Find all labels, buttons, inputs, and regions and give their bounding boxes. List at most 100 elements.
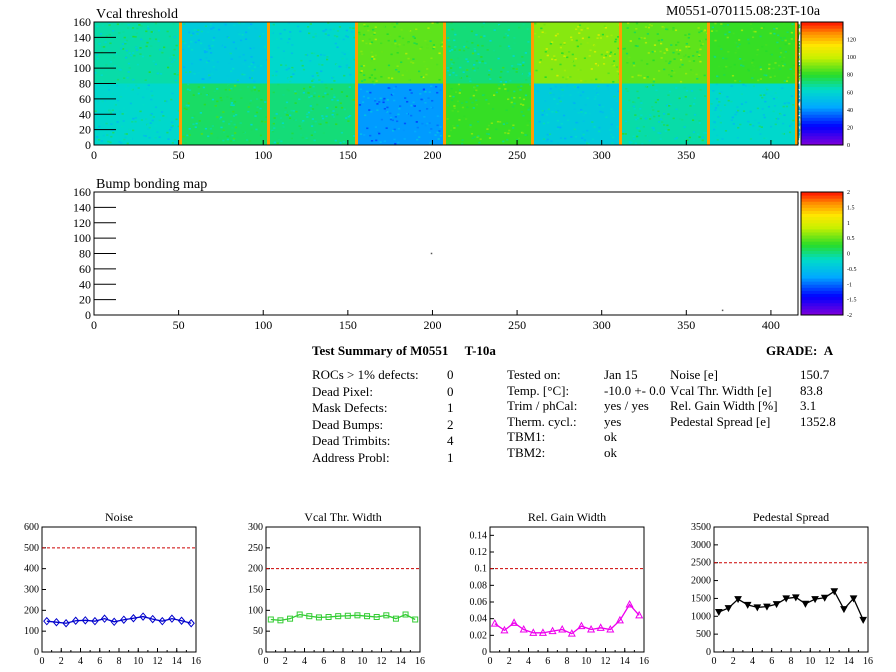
roc-pixel [483,94,486,96]
roc-pixel [690,101,693,104]
y-tick-label: 120 [73,216,91,230]
roc-pixel [488,69,491,72]
roc-pixel [185,108,188,111]
roc-pixel [406,100,409,103]
palette-cell [801,308,843,313]
roc-pixel [132,129,135,132]
roc-pixel [586,129,589,132]
roc-pixel [536,90,539,93]
roc-pixel [273,127,276,129]
roc-pixel [763,116,766,119]
roc-pixel [218,117,222,120]
roc-pixel [769,125,773,128]
roc-pixel [487,133,490,135]
roc-pixel [587,106,591,108]
roc-pixel [142,103,145,106]
y-tick-label: 160 [73,15,91,29]
palette-cell [801,43,843,48]
x-tick-label: 8 [565,656,570,667]
roc-pixel [473,69,476,72]
metric-value: 83.8 [800,382,823,398]
palette-cell [801,138,843,143]
x-tick-label: 12 [825,656,835,667]
roc-pixel [548,133,552,136]
x-tick-label: 6 [545,656,550,667]
roc-pixel [135,84,138,87]
palette-label: 0.5 [847,236,855,242]
palette-label: -1 [847,282,852,288]
roc-pixel [296,25,300,28]
roc-pixel [594,96,597,98]
roc-pixel [697,55,701,58]
roc-pixel [663,87,666,89]
roc-pixel [783,36,786,39]
roc-pixel [705,132,708,134]
roc-pixel [368,109,371,111]
palette-cell [801,65,843,69]
roc-pixel [184,42,187,45]
roc-pixel [124,133,127,135]
roc-pixel [545,113,548,116]
roc-pixel [602,63,606,65]
roc-pixel [797,70,801,72]
roc-pixel [169,128,172,131]
roc-pixel [400,28,403,31]
roc-pixel [154,22,158,25]
roc-pixel [387,77,390,79]
palette-cell [801,296,843,301]
roc-pixel [421,122,424,125]
roc-pixel [302,87,306,90]
roc-pixel [161,51,164,54]
metric-label: Pedestal Spread [e] [670,413,771,429]
defect-label: Address Probl: [312,450,390,465]
roc-pixel [290,52,294,55]
roc-pixel [216,136,219,139]
roc-pixel [201,78,204,80]
roc-pixel [781,60,784,63]
roc-pixel [245,139,249,141]
data-point [587,624,596,633]
roc-pixel [264,121,267,123]
roc-pixel [469,80,472,83]
roc-pixel [138,24,141,26]
roc-pixel [559,137,563,139]
x-tick-label: 8 [789,656,794,667]
roc-edge [795,83,798,145]
roc-pixel [398,35,401,38]
roc-pixel [527,75,530,77]
roc-pixel [569,94,572,96]
roc-edge [707,83,710,145]
roc-pixel [429,40,432,42]
roc-pixel [751,59,755,61]
roc-pixel [770,95,773,98]
roc-pixel [291,44,294,46]
roc-pixel [452,71,455,74]
roc-pixel [672,29,675,31]
roc-pixel [157,40,160,42]
roc-pixel [701,139,704,142]
roc-pixel [628,99,631,102]
roc-pixel [647,52,650,54]
palette-cell [801,256,843,261]
roc-pixel [520,111,523,113]
palette-cell [801,89,843,94]
roc-pixel [327,124,331,126]
roc-pixel [788,48,791,51]
data-point [306,613,313,620]
roc-pixel [784,43,787,46]
roc-pixel [469,124,472,126]
roc-pixel [765,44,768,46]
roc-edge [355,83,358,145]
roc-pixel [612,115,615,118]
roc-pixel [426,46,429,49]
x-tick-label: 350 [677,318,695,332]
roc-pixel [275,113,278,115]
roc-pixel [696,79,699,82]
roc-pixel [170,126,173,129]
roc-pixel [475,89,478,92]
y-tick-label: 0 [85,308,91,322]
roc-pixel [672,27,675,29]
roc-pixel [504,81,508,83]
roc-pixel [593,88,596,90]
